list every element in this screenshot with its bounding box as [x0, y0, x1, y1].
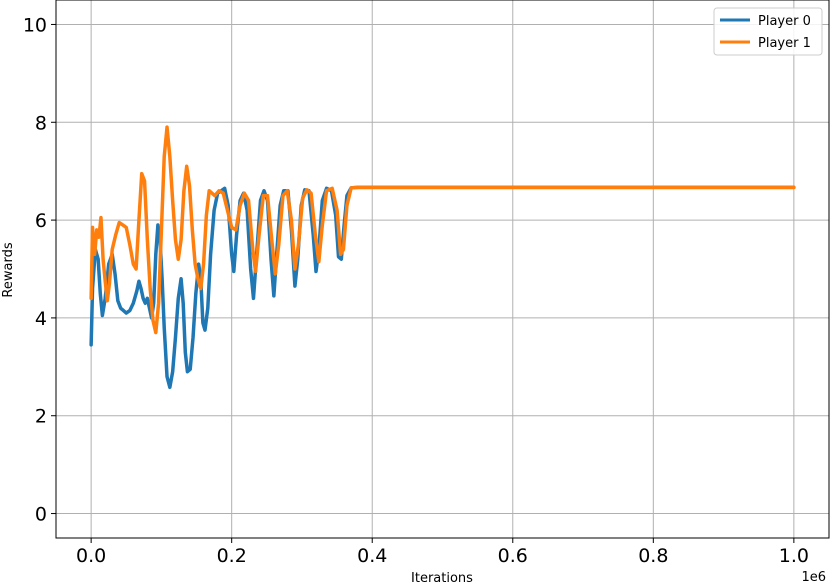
- series-line-player-1: [89, 125, 796, 335]
- x-tick-label: 0.0: [76, 545, 106, 567]
- y-tick-label: 2: [35, 406, 47, 428]
- legend-label-player-0: Player 0: [758, 14, 811, 29]
- legend-label-player-1: Player 1: [758, 36, 811, 51]
- x-tick-label: 1.0: [779, 545, 809, 567]
- y-axis-label: Rewards: [1, 242, 16, 297]
- x-tick-label: 0.8: [638, 545, 668, 567]
- series-line-player-0: [89, 185, 796, 390]
- x-tick-label: 0.2: [217, 545, 247, 567]
- y-tick-label: 6: [35, 210, 47, 232]
- plot-frame: [55, 0, 830, 539]
- tick-layer: 0.0 0.2 0.4 0.6 0.8 1.0 0 2 4 6 8 10: [23, 14, 809, 567]
- y-tick-label: 10: [23, 14, 47, 36]
- y-tick-label: 4: [35, 308, 47, 330]
- plot-background: [56, 0, 829, 538]
- x-tick-label: 0.4: [357, 545, 387, 567]
- y-tick-label: 0: [35, 504, 47, 526]
- legend: Player 0 Player 1: [713, 7, 823, 56]
- x-axis-label: Iterations: [411, 571, 473, 584]
- grid-layer: [56, 0, 829, 538]
- x-tick-label: 0.6: [498, 545, 528, 567]
- y-tick-label: 8: [35, 112, 47, 134]
- x-axis-offset-label: 1e6: [801, 570, 826, 584]
- series-layer: [89, 125, 796, 390]
